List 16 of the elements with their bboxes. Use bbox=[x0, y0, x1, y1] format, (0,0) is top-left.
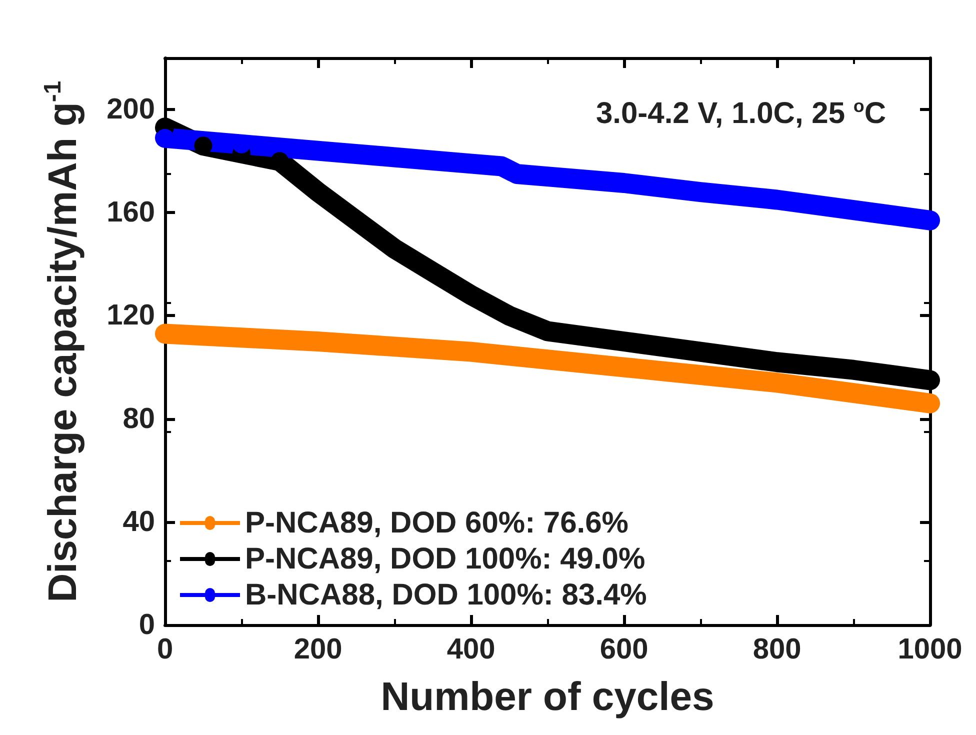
y-tick-label: 80 bbox=[122, 402, 155, 435]
y-tick-label: 0 bbox=[138, 609, 155, 641]
x-tick-label: 400 bbox=[446, 634, 496, 666]
x-tick-label: 1000 bbox=[898, 634, 962, 666]
legend-label: B-NCA88, DOD 100%: 83.4% bbox=[245, 578, 647, 612]
x-tick-label: 200 bbox=[294, 634, 342, 666]
y-tick-label: 160 bbox=[106, 196, 155, 229]
x-axis-title: Number of cycles bbox=[380, 675, 714, 719]
y-tick-label: 40 bbox=[122, 506, 155, 538]
y-axis-title: Discharge capacity/mAh g-1 bbox=[40, 80, 85, 602]
x-tick-label: 800 bbox=[752, 634, 802, 666]
x-tick-label: 600 bbox=[600, 634, 648, 666]
legend-label: P-NCA89, DOD 100%: 49.0% bbox=[245, 542, 646, 576]
y-tick-label: 120 bbox=[106, 300, 155, 332]
y-tick-label: 200 bbox=[106, 94, 155, 126]
legend-label: P-NCA89, DOD 60%: 76.6% bbox=[245, 506, 628, 540]
